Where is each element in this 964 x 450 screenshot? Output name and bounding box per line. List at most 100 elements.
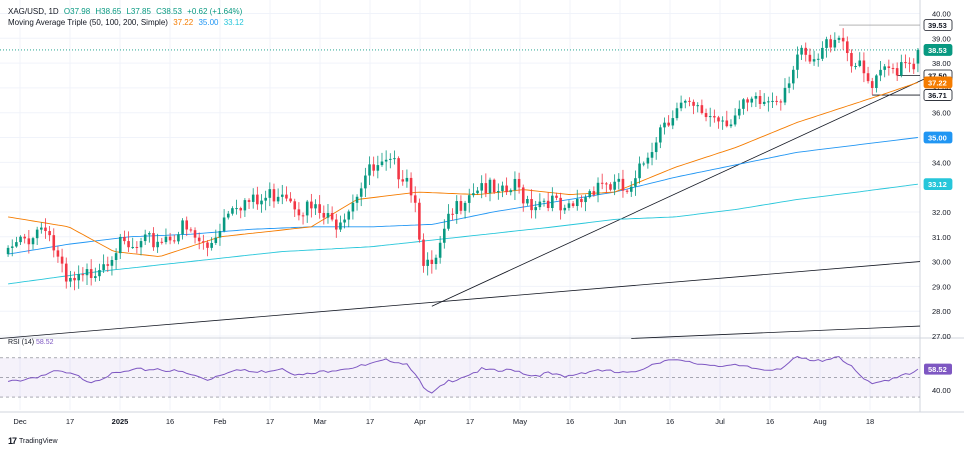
candle-body xyxy=(696,105,700,107)
candle-body xyxy=(534,207,537,211)
candle-body xyxy=(767,101,770,103)
candle-body xyxy=(717,117,720,122)
chart-header-ma: Moving Average Triple (50, 100, 200, Sim… xyxy=(8,18,247,27)
candle-body xyxy=(206,242,209,248)
candle-body xyxy=(322,212,326,218)
time-tick-label: 2025 xyxy=(112,417,129,426)
candle-body xyxy=(467,195,471,203)
candle-body xyxy=(264,197,267,201)
candle-body xyxy=(708,116,712,118)
candle-body xyxy=(285,194,288,199)
candle-body xyxy=(605,183,608,185)
candle-body xyxy=(613,181,616,190)
high-value: H38.65 xyxy=(95,7,122,16)
candle-body xyxy=(98,270,101,277)
candle-body xyxy=(762,101,766,104)
candle-body xyxy=(596,182,600,195)
candle-body xyxy=(384,159,388,162)
candle-body xyxy=(704,113,708,118)
candle-body xyxy=(364,175,367,189)
candle-body xyxy=(143,234,147,242)
candle-body xyxy=(89,269,93,278)
candle-body xyxy=(418,202,421,240)
candle-body xyxy=(293,201,297,210)
price-label: 33.12 xyxy=(928,180,947,189)
candle-body xyxy=(10,246,14,248)
candle-body xyxy=(77,274,80,281)
candle-body xyxy=(168,236,172,241)
candle-body xyxy=(310,201,313,209)
candle-body xyxy=(455,201,459,214)
candle-body xyxy=(405,177,409,182)
candle-body xyxy=(692,101,695,106)
candle-body xyxy=(376,165,380,171)
candle-body xyxy=(197,237,201,242)
rsi-tick-label: 40.00 xyxy=(932,386,951,395)
candle-body xyxy=(625,190,629,192)
candle-body xyxy=(326,213,330,218)
price-label: 39.53 xyxy=(928,21,947,30)
price-tick-label: 29.00 xyxy=(932,282,951,291)
candle-body xyxy=(459,201,463,211)
candle-body xyxy=(447,213,450,229)
ma100-value: 35.00 xyxy=(198,18,219,27)
candle-body xyxy=(858,60,862,66)
candle-body xyxy=(829,39,832,48)
candle-body xyxy=(621,178,625,191)
candle-body xyxy=(659,127,662,143)
candle-body xyxy=(688,100,691,102)
candle-body xyxy=(812,59,816,62)
candle-body xyxy=(679,102,683,109)
price-label-box xyxy=(923,19,953,32)
candle-body xyxy=(476,190,479,194)
candle-body xyxy=(202,241,205,243)
candle-body xyxy=(754,96,758,99)
candle-body xyxy=(235,208,238,210)
candle-body xyxy=(783,87,787,103)
candle-body xyxy=(148,233,151,235)
candle-body xyxy=(530,199,533,211)
candle-body xyxy=(870,81,874,88)
rsi-value: 58.52 xyxy=(36,339,54,346)
candle-body xyxy=(305,201,309,216)
candle-body xyxy=(102,264,105,271)
candle-body xyxy=(114,253,118,261)
candle-body xyxy=(268,189,272,198)
candle-body xyxy=(509,190,513,193)
candle-body xyxy=(517,178,521,188)
candle-body xyxy=(110,260,114,266)
candle-body xyxy=(513,178,517,191)
candle-body xyxy=(555,195,558,198)
tradingview-logo-icon: 17 xyxy=(8,436,17,446)
candle-body xyxy=(642,163,646,165)
candle-body xyxy=(355,196,359,203)
candle-body xyxy=(118,236,122,254)
candle-body xyxy=(771,100,774,102)
candle-body xyxy=(73,277,76,281)
candle-body xyxy=(177,234,180,242)
candle-body xyxy=(904,62,907,64)
candle-body xyxy=(131,246,135,248)
tradingview-brand[interactable]: 17 TradingView xyxy=(8,436,58,446)
price-tick-label: 28.00 xyxy=(932,307,951,316)
ma200-value: 33.12 xyxy=(223,18,244,27)
candle-body xyxy=(588,191,592,198)
change-value: +0.62 (+1.64%) xyxy=(187,7,243,16)
candle-body xyxy=(675,108,679,119)
candle-body xyxy=(438,242,442,258)
candle-body xyxy=(35,229,39,239)
time-tick-label: 17 xyxy=(466,417,474,426)
price-tick-label: 27.00 xyxy=(932,332,951,341)
candle-body xyxy=(139,241,143,248)
candle-body xyxy=(172,240,176,242)
price-tick-label: 37.00 xyxy=(932,84,951,93)
candle-body xyxy=(214,237,218,243)
close-value: C38.53 xyxy=(156,7,182,16)
candle-body xyxy=(6,247,10,255)
candle-body xyxy=(156,241,159,248)
candle-body xyxy=(551,195,554,209)
price-tick-label: 30.00 xyxy=(932,258,951,267)
candle-body xyxy=(521,187,525,204)
candle-body xyxy=(185,220,189,230)
